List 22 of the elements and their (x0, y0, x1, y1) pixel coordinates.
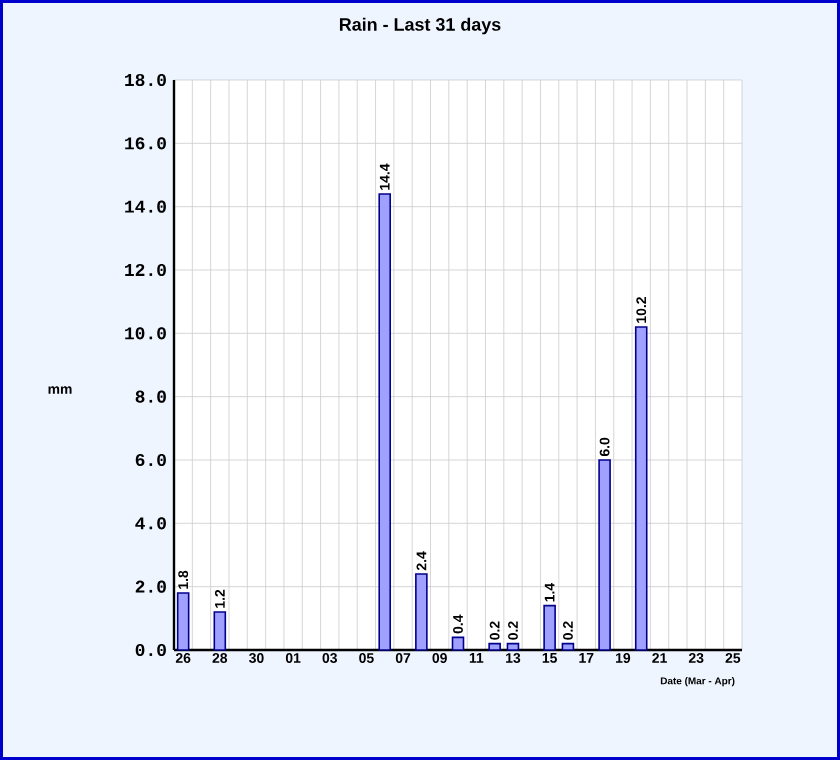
bar (451, 636, 465, 651)
y-tick-label: 10.0 (125, 327, 166, 340)
bar (543, 604, 556, 651)
bar (561, 642, 575, 651)
y-tick-label: 18.0 (125, 73, 166, 87)
chart-title: Rain - Last 31 days (339, 17, 501, 35)
bar (598, 459, 611, 651)
bar (415, 573, 428, 651)
y-tick-label: 16.0 (125, 137, 166, 150)
bar (506, 642, 520, 651)
bar (634, 326, 648, 651)
bar (213, 611, 227, 651)
y-tick-label: 0.0 (135, 643, 166, 657)
y-tick-label: 4.0 (135, 517, 166, 530)
y-tick-label: 2.0 (135, 580, 166, 593)
bar (488, 642, 501, 651)
y-tick-label: 8.0 (135, 390, 166, 403)
y-tick-label: 14.0 (125, 200, 166, 213)
bar (176, 592, 190, 651)
y-tick-label: 12.0 (125, 263, 166, 277)
bar (378, 193, 392, 651)
y-tick-label: 6.0 (135, 453, 166, 467)
